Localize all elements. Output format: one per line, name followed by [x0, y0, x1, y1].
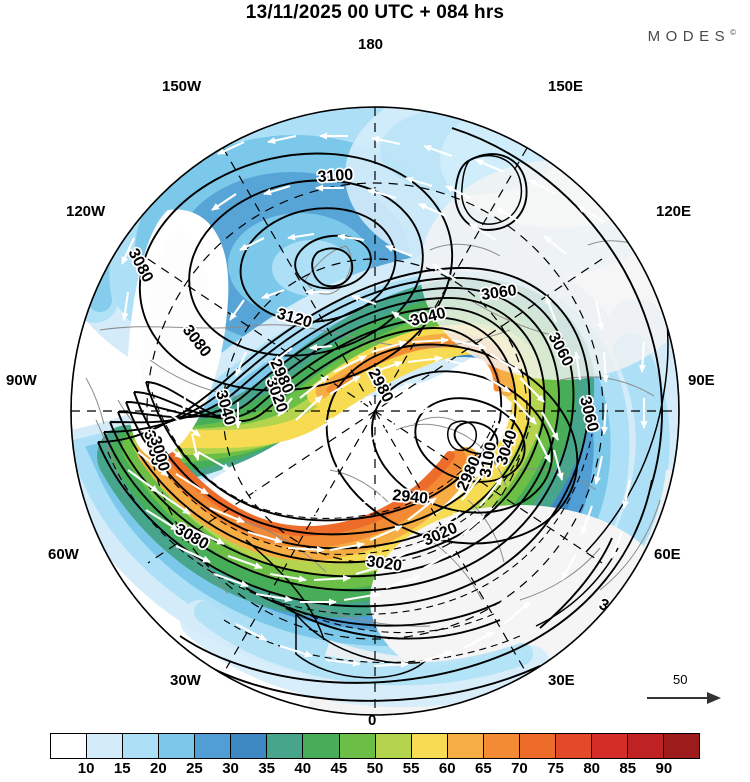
copyright-mark: ©: [730, 28, 736, 37]
latitude-circle-30: [146, 182, 604, 640]
colorbar-tick-label: 40: [294, 760, 312, 777]
contour-label: 3100: [317, 167, 354, 186]
colorbar-tick-label: 85: [619, 760, 637, 777]
lon-label-60E: 60E: [654, 546, 681, 563]
colorbar-tick-label: 15: [113, 760, 131, 777]
colorbar-cell: [339, 734, 376, 758]
colorbar-cell: [123, 734, 160, 758]
height-contours: [97, 111, 669, 702]
lon-label-60W: 60W: [48, 546, 79, 563]
colorbar-cell: [591, 734, 628, 758]
colorbar-tick-label: 60: [438, 760, 456, 777]
colorbar-tick-label: 20: [149, 760, 167, 777]
colorbar-tick-label: 30: [222, 760, 239, 777]
colorbar-tick-label: 50: [366, 760, 384, 777]
colorbar-cell: [159, 734, 196, 758]
polar-map: 3100 3120 3080 3080 3060 3040 3020 3000 …: [70, 106, 680, 716]
colorbar-tick-label: 10: [77, 760, 95, 777]
colorbar-cell: [231, 734, 268, 758]
lon-label-120W: 120W: [66, 203, 106, 220]
colorbar: [50, 733, 700, 759]
colorbar-cell: [303, 734, 340, 758]
figure-title: 13/11/2025 00 UTC + 084 hrs: [245, 2, 505, 23]
colorbar-tick-label: 55: [402, 760, 420, 777]
colorbar-tick-label: 75: [547, 760, 564, 777]
colorbar-tick-label: 80: [583, 760, 600, 777]
colorbar-cell: [195, 734, 232, 758]
colorbar-cell: [51, 734, 88, 758]
colorbar-tick-label: 35: [258, 760, 275, 777]
reference-vector-label: 50: [673, 672, 688, 687]
lon-label-150W: 150W: [162, 78, 202, 95]
contour-label: 3100: [597, 596, 636, 625]
colorbar-cell: [87, 734, 124, 758]
colorbar-tick-label: 45: [330, 760, 348, 777]
colorbar-cell: [375, 734, 412, 758]
graticule: [71, 107, 679, 715]
colorbar-ticks: 10 15 20 25 30 35 40 45 50 55 60 65 70 75 80 85 90: [0, 760, 750, 782]
lon-label-30W: 30W: [170, 672, 201, 689]
wind-vectors: [121, 132, 648, 668]
modes-logo-text: MODES: [647, 28, 731, 45]
colorbar-cell: [411, 734, 448, 758]
colorbar-tick-label: 25: [186, 760, 203, 777]
lon-label-90W: 90W: [6, 372, 37, 389]
map-content: 3100 3120 3080 3080 3060 3040 3020 3000 …: [71, 107, 679, 715]
colorbar-cell: [483, 734, 520, 758]
reference-vector-arrow: [647, 692, 721, 704]
lon-label-120E: 120E: [656, 203, 692, 220]
lon-label-30E: 30E: [548, 672, 575, 689]
map-svg: 3100 3120 3080 3080 3060 3040 3020 3000 …: [70, 106, 680, 716]
colorbar-cell: [267, 734, 304, 758]
colorbar-tick-label: 70: [511, 760, 528, 777]
modes-logo: MODES©: [648, 28, 736, 45]
globe-outline: [70, 106, 680, 716]
reference-vector: 50: [645, 672, 740, 712]
colorbar-cell: [664, 734, 700, 758]
lon-label-90E: 90E: [688, 372, 715, 389]
colorbar-cell: [555, 734, 592, 758]
colorbar-cell: [447, 734, 484, 758]
lon-label-180: 180: [358, 36, 384, 53]
colorbar-cell: [628, 734, 665, 758]
colorbar-tick-label: 65: [474, 760, 492, 777]
colorbar-cell: [519, 734, 556, 758]
lon-label-150E: 150E: [548, 78, 584, 95]
lon-label-0: 0: [368, 712, 377, 729]
colorbar-tick-label: 90: [655, 760, 673, 777]
